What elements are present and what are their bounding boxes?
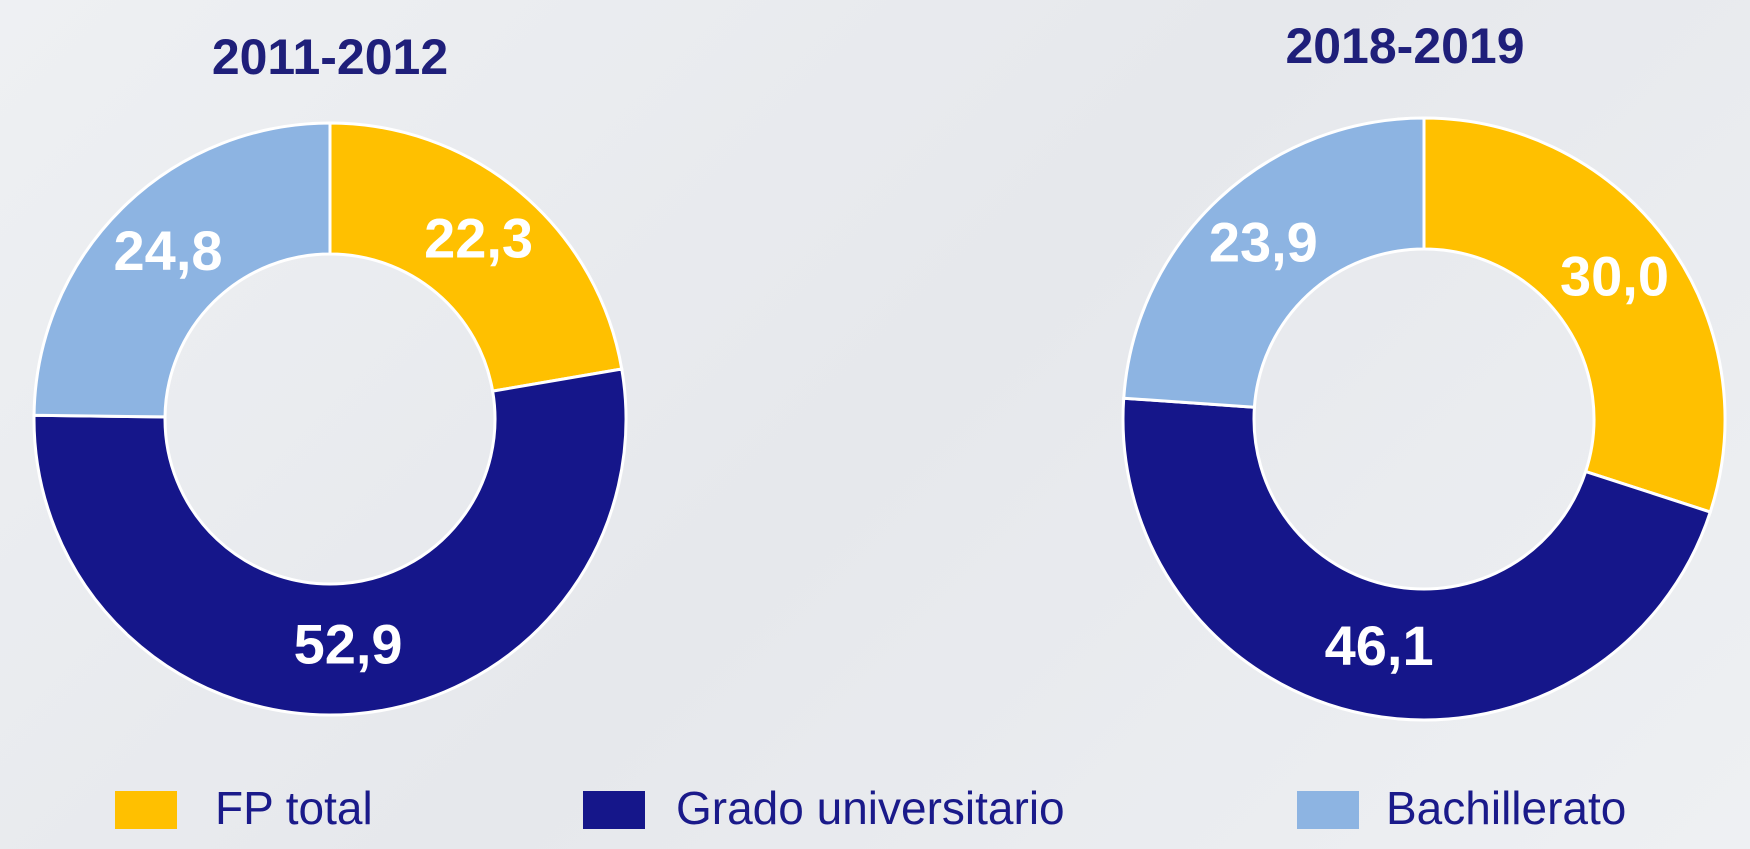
data-label: 23,9 <box>1209 211 1318 274</box>
chart-title: 2011-2012 <box>212 29 448 85</box>
legend-label: FP total <box>215 782 373 834</box>
donut-segment <box>1122 116 1426 409</box>
data-label: 52,9 <box>294 613 403 676</box>
legend-swatch <box>583 791 645 829</box>
data-label: 24,8 <box>114 219 223 282</box>
donut-segment <box>328 121 624 393</box>
data-label: 30,0 <box>1560 244 1669 307</box>
donut-segment <box>32 121 332 419</box>
data-label: 46,1 <box>1325 614 1434 677</box>
donut-segment <box>32 367 628 717</box>
data-label: 22,3 <box>424 207 533 270</box>
donut-segment <box>1121 396 1713 722</box>
legend-swatch <box>1297 791 1359 829</box>
legend-label: Grado universitario <box>676 782 1065 834</box>
donut-segment <box>1422 116 1727 514</box>
chart-title: 2018-2019 <box>1285 18 1524 74</box>
legend-label: Bachillerato <box>1386 782 1626 834</box>
legend-swatch <box>115 791 177 829</box>
